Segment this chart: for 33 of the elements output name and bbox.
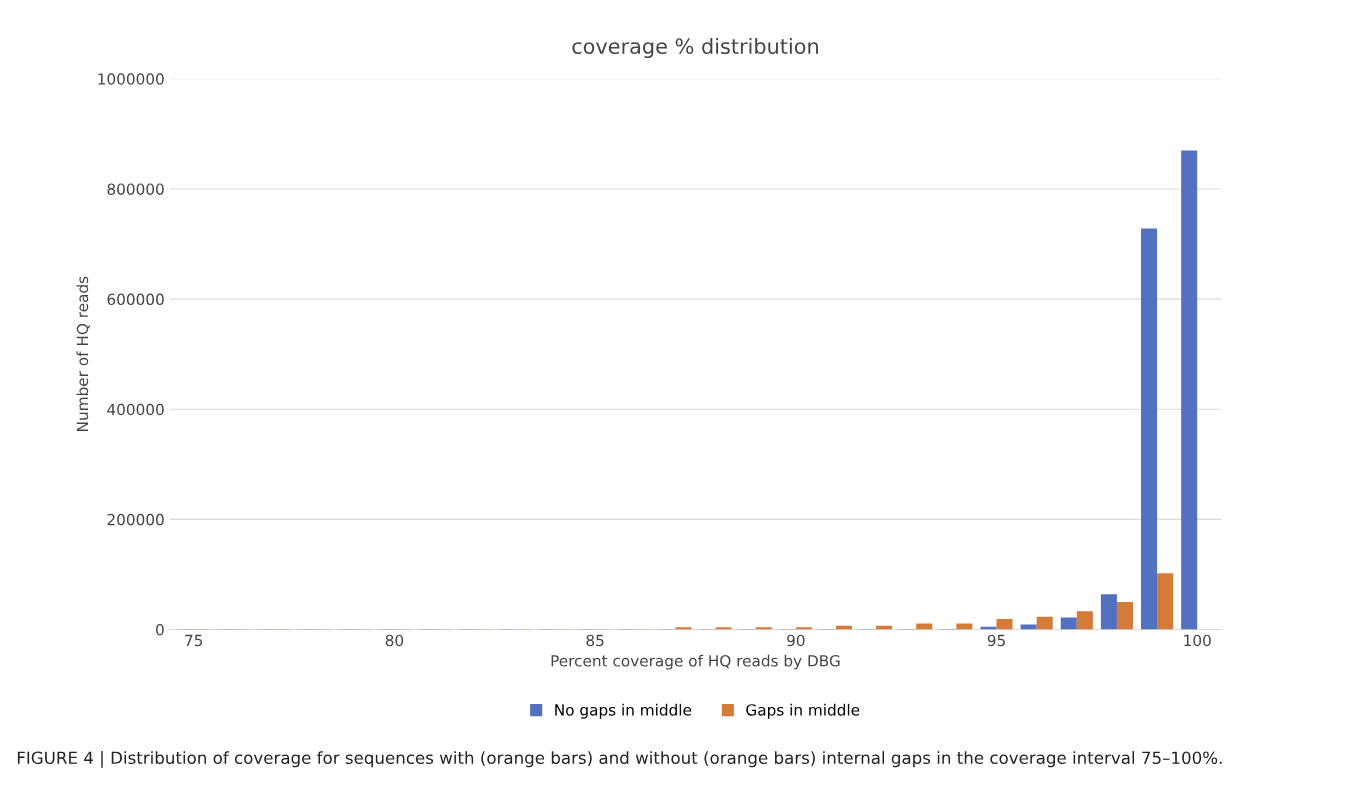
bar [1116, 601, 1133, 630]
bar [996, 619, 1013, 630]
bar [675, 627, 692, 630]
x-tick-label: 90 [787, 634, 805, 647]
x-tick-label: 80 [385, 634, 404, 647]
bar [916, 623, 933, 630]
x-tick-label: 85 [586, 634, 604, 647]
bar [1060, 617, 1077, 630]
x-tick-label: 75 [185, 634, 203, 647]
y-tick-label: 600000 [107, 293, 164, 306]
legend-label: No gaps in middle [555, 703, 692, 719]
y-tick-label: 400000 [107, 403, 164, 416]
y-tick-label: 200000 [107, 513, 164, 526]
bar [795, 627, 812, 630]
legend-label: Gaps in middle [746, 703, 860, 719]
chart-title: coverage % distribution [572, 37, 818, 59]
bar [715, 627, 732, 630]
bar [1076, 611, 1093, 630]
x-axis-title: Percent coverage of HQ reads by DBG [551, 654, 840, 670]
bar [1181, 150, 1198, 630]
bar [1157, 573, 1174, 630]
y-tick-label: 800000 [107, 183, 164, 195]
bar [755, 627, 772, 630]
bar [1141, 228, 1158, 630]
bar [956, 623, 973, 630]
y-tick-label: 1000000 [98, 73, 164, 85]
y-tick-label: 0 [156, 624, 164, 636]
x-tick-label: 95 [987, 634, 1005, 647]
caption: FIGURE 4 | Distribution of coverage for sequences with (orange bars) and without (orange bars) internal gaps in the coverage interval 75–100%. [17, 751, 1222, 768]
bar [1100, 594, 1117, 630]
y-axis-title: Number of HQ reads [76, 276, 90, 431]
x-tick-label: 100 [1184, 634, 1211, 647]
bar [1036, 616, 1053, 630]
